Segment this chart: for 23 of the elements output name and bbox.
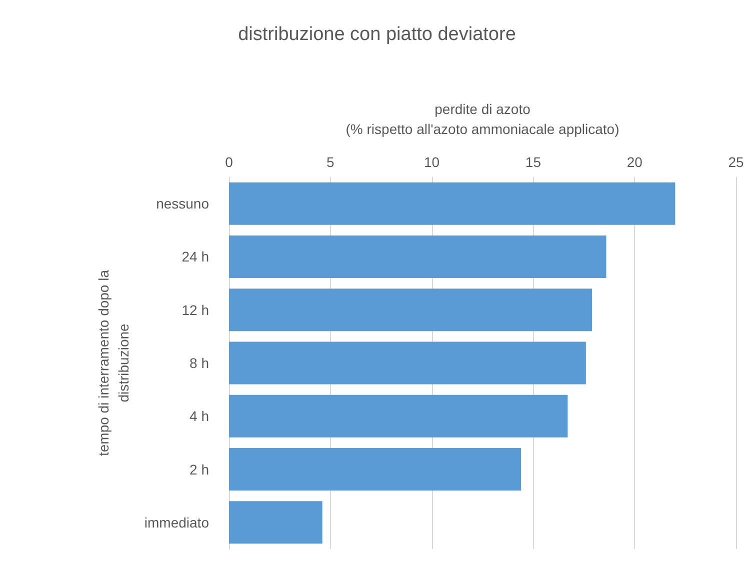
chart-title: distribuzione con piatto deviatore [238, 24, 516, 45]
y-tick-label: 2 h [190, 461, 209, 478]
bar [229, 342, 586, 384]
bar [229, 288, 592, 332]
x-tick-label: 5 [326, 154, 334, 170]
x-tick-label: 10 [424, 154, 440, 170]
y-axis-title: tempo di interramento dopo la distribuzione [96, 270, 132, 456]
x-tick-label: 0 [225, 154, 234, 170]
y-tick-label: 24 h [182, 248, 209, 265]
x-axis-title: perdite di azoto (% rispetto all'azoto ammoniacale applicato) [346, 101, 620, 137]
bar [229, 235, 606, 278]
y-tick-label: 4 h [190, 408, 209, 424]
y-tick-label: 12 h [182, 302, 209, 318]
y-tick-label: nessuno [156, 196, 210, 212]
x-tick-label: 15 [525, 154, 542, 170]
bar [229, 394, 568, 438]
y-tick-label: 8 h [190, 355, 209, 371]
bar [229, 182, 676, 225]
x-tick-label: 25 [728, 154, 744, 170]
bar [229, 501, 322, 544]
bar [229, 448, 522, 491]
y-tick-label: immediato [144, 514, 210, 530]
x-tick-label: 20 [626, 154, 643, 170]
